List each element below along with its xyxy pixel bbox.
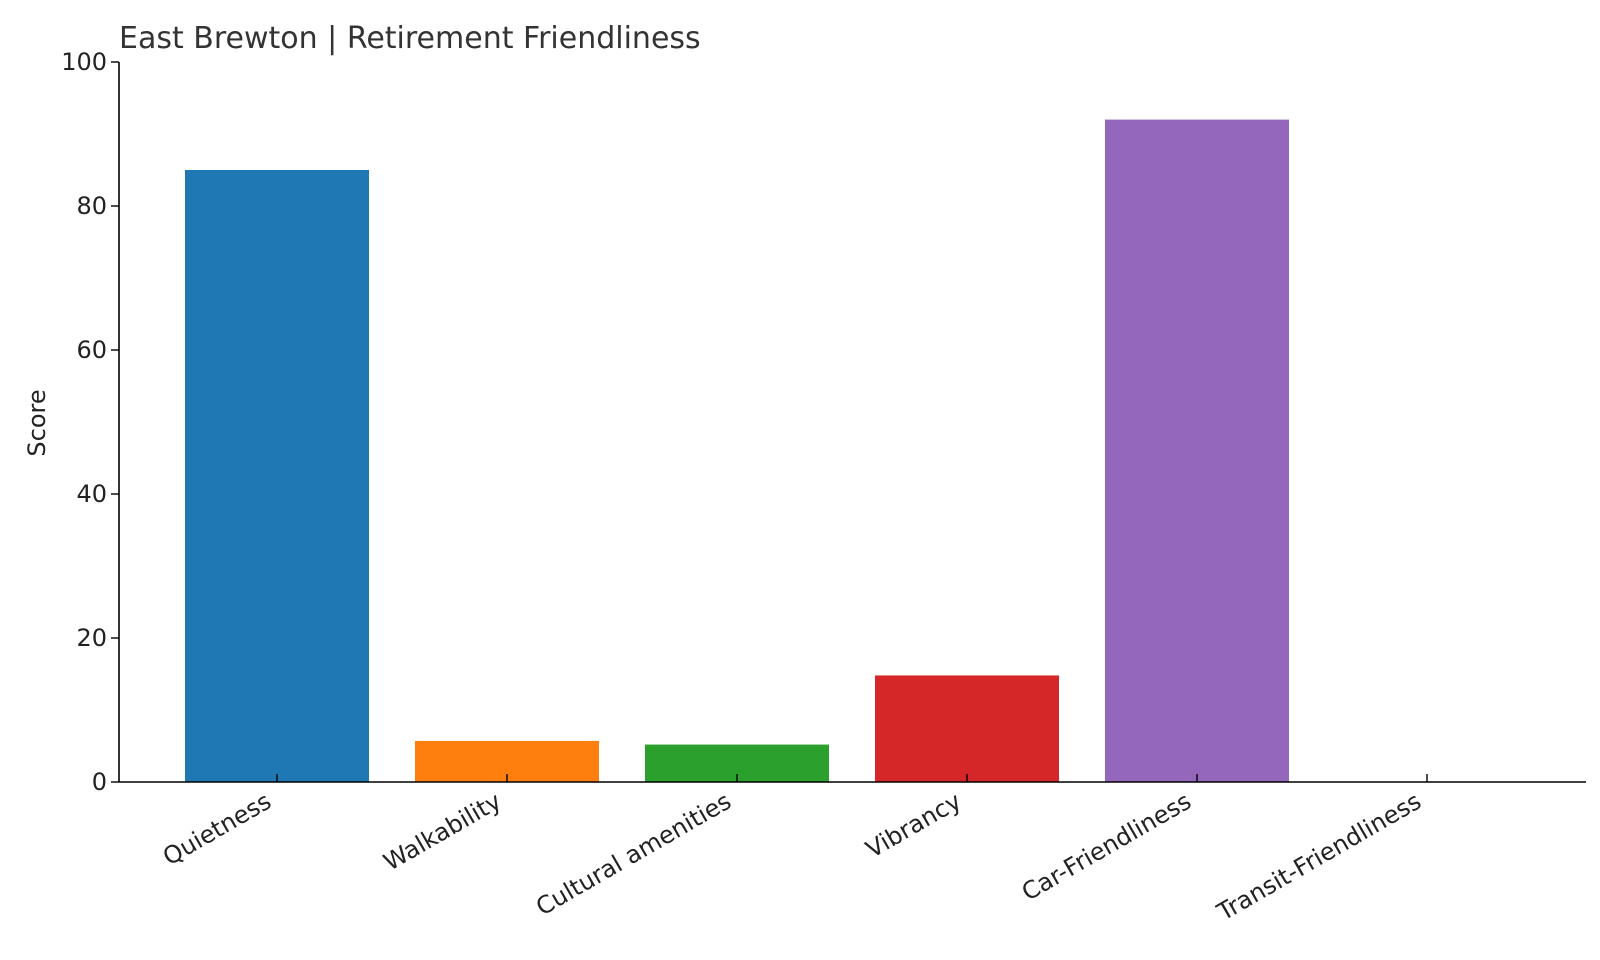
bar	[875, 675, 1059, 782]
x-tick-label: Transit-Friendliness	[1212, 787, 1426, 927]
y-tick-label: 0	[92, 768, 107, 796]
bar	[1105, 119, 1289, 783]
x-tick-label: Vibrancy	[861, 787, 966, 864]
x-tick-label: Walkability	[379, 787, 506, 877]
y-tick-label: 40	[76, 480, 107, 508]
bars	[185, 119, 1289, 783]
chart-title: East Brewton | Retirement Friendliness	[119, 21, 701, 56]
y-tick-label: 80	[76, 192, 107, 220]
x-tick-label: Cultural amenities	[531, 787, 736, 921]
y-axis-ticks: 0 20 40 60 80 100	[61, 48, 119, 796]
x-tick-label: Car-Friendliness	[1017, 787, 1196, 907]
x-axis-ticks: Quietness Walkability Cultural amenities Vi…	[158, 774, 1428, 927]
y-tick-label: 60	[76, 336, 107, 364]
bar	[185, 170, 369, 782]
y-tick-label: 20	[76, 624, 107, 652]
y-axis-label: Score	[23, 389, 51, 456]
x-tick-label: Quietness	[158, 787, 276, 871]
y-tick-label: 100	[61, 48, 107, 76]
